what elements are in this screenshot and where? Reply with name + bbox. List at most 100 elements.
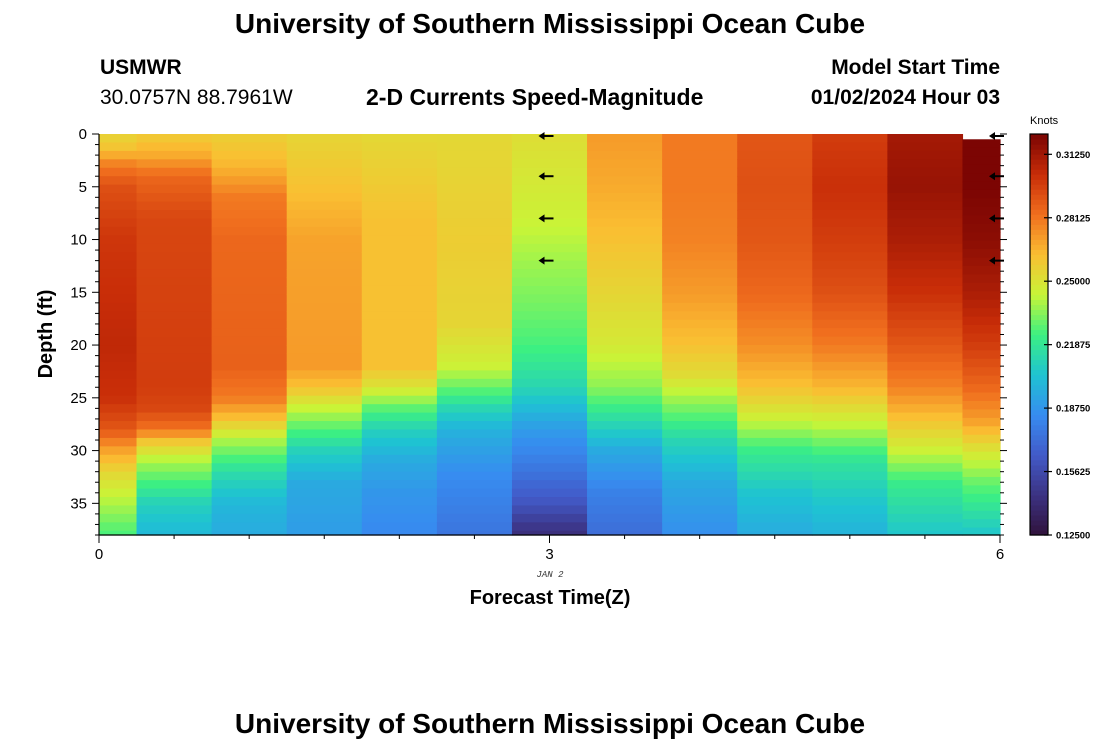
heatmap-cell (436, 513, 513, 523)
heatmap-cell (436, 522, 513, 532)
heatmap-cell (587, 412, 663, 422)
x-axis-label: Forecast Time(Z) (470, 587, 631, 609)
colorbar-segment (1030, 159, 1048, 165)
heatmap-cell (511, 370, 588, 380)
heatmap-cell (136, 269, 213, 279)
heatmap-cell (587, 176, 663, 186)
heatmap-cell (587, 480, 663, 490)
heatmap-cell (812, 176, 888, 186)
heatmap-cell (662, 243, 738, 253)
heatmap-cell (286, 243, 363, 253)
heatmap-cell (962, 392, 1001, 402)
heatmap-cell (211, 269, 288, 279)
heatmap-cell (286, 488, 363, 498)
heatmap-cell (511, 311, 588, 321)
colorbar-segment (1030, 424, 1048, 431)
heatmap-cell (211, 252, 288, 262)
heatmap-cell (436, 446, 513, 456)
heatmap-cell (812, 167, 888, 177)
heatmap-cell (737, 243, 813, 253)
colorbar-segment (1030, 174, 1048, 180)
heatmap-cell (286, 480, 363, 490)
heatmap-cell (99, 142, 138, 152)
heatmap-cell (962, 291, 1001, 301)
heatmap-cell (211, 345, 288, 355)
heatmap-cell (136, 252, 213, 262)
heatmap-cell (436, 395, 513, 405)
heatmap-cell (587, 497, 663, 507)
colorbar-segment (1030, 294, 1048, 301)
colorbar-segment (1030, 379, 1048, 386)
heatmap-cell (887, 336, 964, 346)
heatmap-cell (99, 395, 138, 405)
heatmap-cell (511, 387, 588, 397)
heatmap-cell (737, 260, 813, 270)
heatmap-cell (436, 176, 513, 186)
heatmap-cell (286, 404, 363, 414)
heatmap-cell (962, 434, 1001, 444)
heatmap-cell (286, 497, 363, 507)
colorbar-segment (1030, 459, 1048, 466)
heatmap-cell (962, 367, 1001, 377)
heatmap-cell (99, 176, 138, 186)
heatmap-cell (361, 530, 438, 536)
heatmap-cell (211, 353, 288, 363)
heatmap-cell (361, 269, 438, 279)
heatmap-cell (136, 404, 213, 414)
colorbar-segment (1030, 494, 1048, 501)
heatmap-cell (812, 311, 888, 321)
colorbar-segment (1030, 299, 1048, 306)
heatmap-cell (511, 260, 588, 270)
heatmap-cell (812, 336, 888, 346)
heatmap-cell (812, 345, 888, 355)
heatmap-cell (511, 201, 588, 211)
heatmap-cell (887, 387, 964, 397)
heatmap-cell (99, 522, 138, 532)
heatmap-cell (361, 412, 438, 422)
heatmap-cell (286, 370, 363, 380)
heatmap-cell (136, 395, 213, 405)
heatmap-cell (99, 134, 138, 144)
heatmap-cell (962, 358, 1001, 368)
heatmap-cell (737, 159, 813, 169)
heatmap-cell (211, 150, 288, 160)
heatmap-cell (587, 421, 663, 431)
heatmap-cell (662, 446, 738, 456)
heatmap-cell (587, 530, 663, 536)
heatmap-cell (211, 429, 288, 439)
heatmap-cell (587, 454, 663, 464)
heatmap-cell (136, 235, 213, 245)
heatmap-cell (436, 294, 513, 304)
heatmap-cell (662, 387, 738, 397)
heatmap-cell (99, 285, 138, 295)
heatmap-cell (99, 336, 138, 346)
heatmap-cell (286, 142, 363, 152)
heatmap-cell (962, 189, 1001, 199)
heatmap-cell (361, 513, 438, 523)
heatmap-cell (211, 530, 288, 536)
heatmap-cell (662, 361, 738, 371)
heatmap-cell (436, 471, 513, 481)
heatmap-cell (136, 167, 213, 177)
colorbar-segment (1030, 264, 1048, 270)
heatmap-cell (511, 243, 588, 253)
heatmap-cell (587, 184, 663, 194)
heatmap-cell (737, 412, 813, 422)
heatmap-cell (99, 328, 138, 338)
colorbar-unit: Knots (1030, 115, 1059, 127)
heatmap-cell (361, 277, 438, 287)
heatmap-cell (962, 198, 1001, 208)
heatmap-cell (962, 265, 1001, 275)
colorbar-segment (1030, 249, 1048, 255)
heatmap-cell (962, 274, 1001, 284)
heatmap-cell (962, 257, 1001, 267)
heatmap-cell (99, 480, 138, 490)
heatmap-cell (587, 134, 663, 144)
heatmap-cell (211, 328, 288, 338)
heatmap-cell (436, 167, 513, 177)
heatmap-cell (436, 361, 513, 371)
heatmap-cell (286, 454, 363, 464)
colorbar-segment (1030, 214, 1048, 220)
heatmap-cell (286, 530, 363, 536)
heatmap-cell (511, 404, 588, 414)
